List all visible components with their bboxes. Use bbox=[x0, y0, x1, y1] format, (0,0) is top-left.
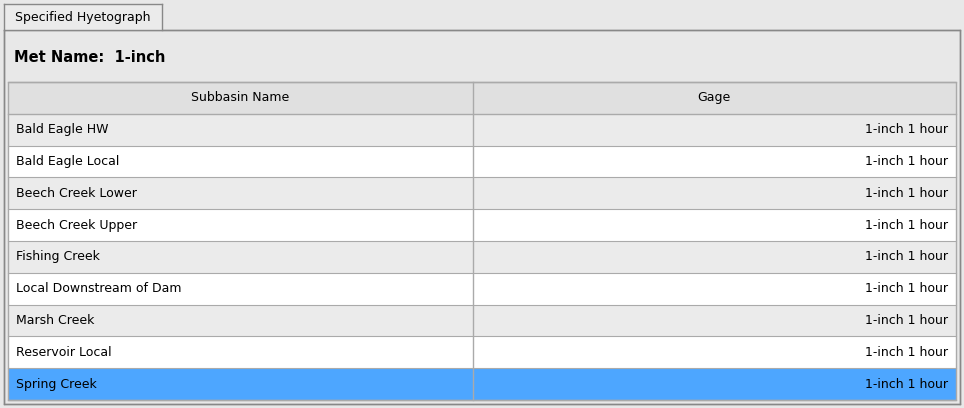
Text: Fishing Creek: Fishing Creek bbox=[16, 251, 100, 264]
Text: 1-inch 1 hour: 1-inch 1 hour bbox=[865, 187, 948, 200]
Text: 1-inch 1 hour: 1-inch 1 hour bbox=[865, 282, 948, 295]
Bar bbox=[8, 146, 956, 177]
Text: Beech Creek Lower: Beech Creek Lower bbox=[16, 187, 137, 200]
Text: 1-inch 1 hour: 1-inch 1 hour bbox=[865, 251, 948, 264]
Text: Bald Eagle HW: Bald Eagle HW bbox=[16, 123, 109, 136]
Bar bbox=[8, 114, 956, 146]
Text: Beech Creek Upper: Beech Creek Upper bbox=[16, 219, 137, 232]
Text: Specified Hyetograph: Specified Hyetograph bbox=[15, 11, 150, 24]
Bar bbox=[8, 82, 956, 114]
Bar bbox=[8, 241, 956, 273]
Text: Spring Creek: Spring Creek bbox=[16, 377, 96, 390]
Bar bbox=[8, 368, 956, 400]
Bar bbox=[8, 82, 956, 400]
Text: 1-inch 1 hour: 1-inch 1 hour bbox=[865, 219, 948, 232]
Text: Local Downstream of Dam: Local Downstream of Dam bbox=[16, 282, 181, 295]
Text: 1-inch 1 hour: 1-inch 1 hour bbox=[865, 377, 948, 390]
Text: Met Name:  1-inch: Met Name: 1-inch bbox=[14, 51, 166, 66]
Bar bbox=[8, 177, 956, 209]
Text: 1-inch 1 hour: 1-inch 1 hour bbox=[865, 314, 948, 327]
Bar bbox=[8, 273, 956, 305]
Bar bbox=[8, 337, 956, 368]
Text: Gage: Gage bbox=[698, 91, 731, 104]
Text: Subbasin Name: Subbasin Name bbox=[191, 91, 289, 104]
Text: 1-inch 1 hour: 1-inch 1 hour bbox=[865, 155, 948, 168]
Text: 1-inch 1 hour: 1-inch 1 hour bbox=[865, 346, 948, 359]
Bar bbox=[4, 4, 162, 30]
Text: Bald Eagle Local: Bald Eagle Local bbox=[16, 155, 120, 168]
Bar bbox=[8, 209, 956, 241]
Text: Marsh Creek: Marsh Creek bbox=[16, 314, 94, 327]
Text: 1-inch 1 hour: 1-inch 1 hour bbox=[865, 123, 948, 136]
Bar bbox=[8, 305, 956, 337]
Text: Reservoir Local: Reservoir Local bbox=[16, 346, 112, 359]
